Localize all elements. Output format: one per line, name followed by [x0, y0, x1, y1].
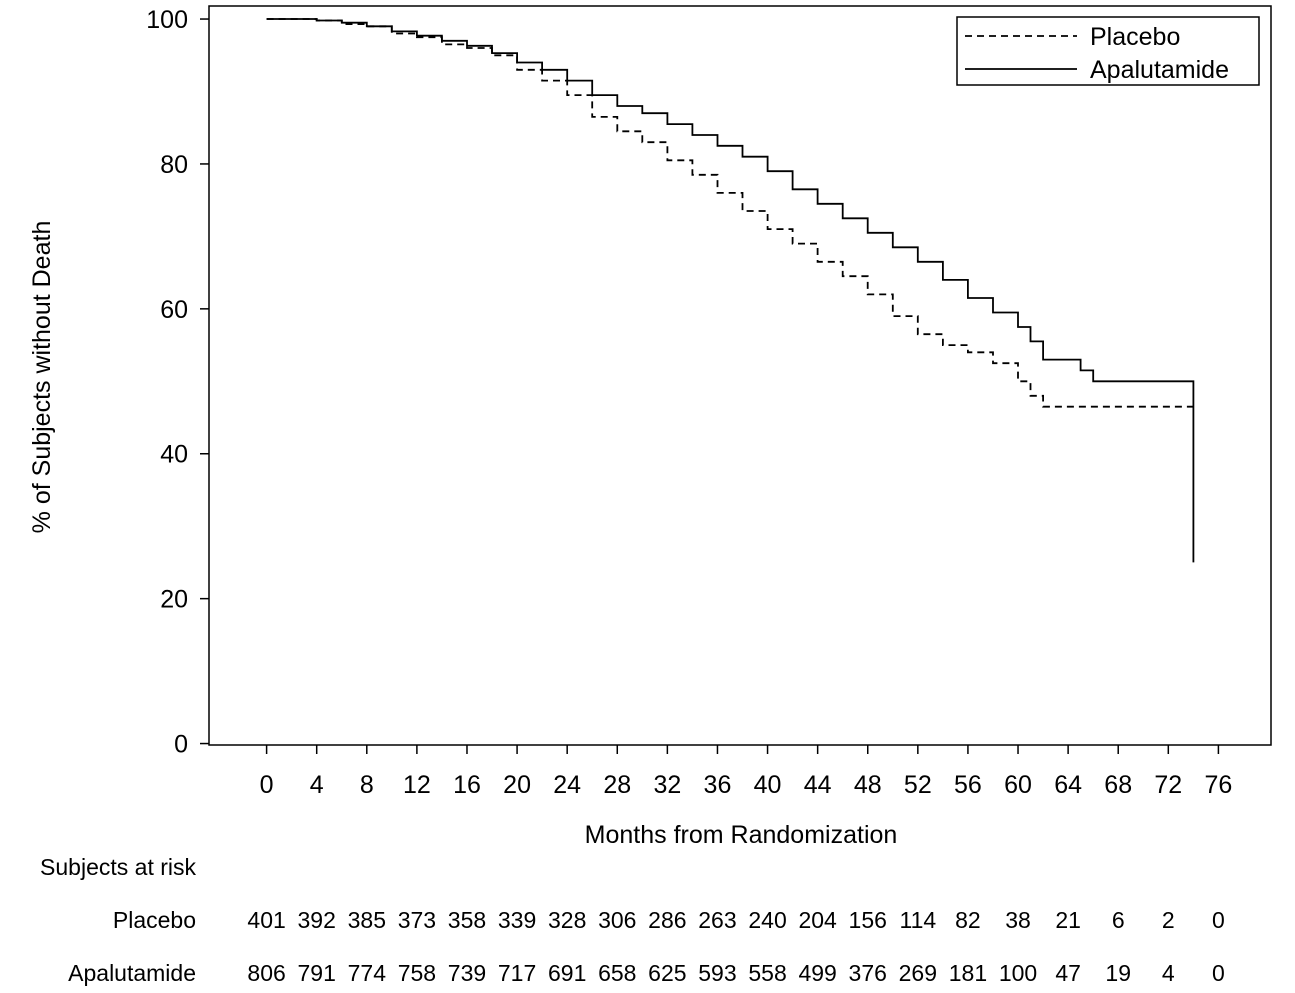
x-tick-label: 72 — [1154, 771, 1182, 799]
risk-count: 717 — [498, 960, 536, 986]
y-tick-label: 0 — [174, 731, 188, 759]
x-tick-label: 44 — [804, 771, 832, 799]
risk-count: 181 — [949, 960, 987, 986]
x-tick-label: 64 — [1054, 771, 1082, 799]
x-tick-label: 48 — [854, 771, 882, 799]
x-tick-label: 60 — [1004, 771, 1032, 799]
x-tick-label: 4 — [310, 771, 324, 799]
risk-table: Placebo 401 392 385 373 358 339 328 306 286 263 240… — [68, 907, 1225, 986]
risk-count: 156 — [849, 907, 887, 933]
risk-count: 739 — [448, 960, 486, 986]
x-tick-label: 8 — [360, 771, 374, 799]
survival-curves — [266, 18, 1195, 563]
risk-count: 38 — [1005, 907, 1031, 933]
x-tick-label: 40 — [754, 771, 782, 799]
risk-count: 806 — [247, 960, 285, 986]
risk-count: 328 — [548, 907, 586, 933]
x-tick-label: 28 — [603, 771, 631, 799]
y-tick-label: 100 — [146, 6, 188, 34]
y-tick-label: 20 — [160, 586, 188, 614]
x-tick-label: 0 — [260, 771, 274, 799]
risk-count: 0 — [1212, 907, 1225, 933]
x-axis-title: Months from Randomization — [585, 821, 898, 849]
x-tick-label: 76 — [1204, 771, 1232, 799]
risk-count: 240 — [748, 907, 786, 933]
risk-count: 339 — [498, 907, 536, 933]
risk-count: 286 — [648, 907, 686, 933]
x-tick-label: 16 — [453, 771, 481, 799]
plot-frame — [208, 5, 1272, 746]
risk-count: 100 — [999, 960, 1037, 986]
legend: Placebo Apalutamide — [956, 16, 1260, 86]
y-tick-label: 80 — [160, 151, 188, 179]
risk-count: 269 — [899, 960, 937, 986]
series-apalutamide-line — [266, 18, 1195, 563]
legend-label-apalutamide: Apalutamide — [1090, 56, 1229, 84]
x-tick-label: 52 — [904, 771, 932, 799]
risk-table-header: Subjects at risk — [40, 854, 196, 880]
x-tick-label: 68 — [1104, 771, 1132, 799]
risk-count: 791 — [298, 960, 336, 986]
x-tick-label: 20 — [503, 771, 531, 799]
risk-count: 306 — [598, 907, 636, 933]
risk-count: 392 — [298, 907, 336, 933]
legend-box — [956, 16, 1260, 86]
risk-count: 6 — [1112, 907, 1125, 933]
series-placebo-line — [266, 18, 1194, 408]
risk-count: 82 — [955, 907, 981, 933]
risk-count: 0 — [1212, 960, 1225, 986]
y-tick-label: 60 — [160, 296, 188, 324]
risk-count: 21 — [1055, 907, 1081, 933]
x-tick-label: 36 — [704, 771, 732, 799]
risk-count: 376 — [849, 960, 887, 986]
risk-count: 658 — [598, 960, 636, 986]
risk-count: 691 — [548, 960, 586, 986]
risk-row-label: Apalutamide — [68, 960, 196, 986]
risk-count: 558 — [748, 960, 786, 986]
risk-count: 373 — [398, 907, 436, 933]
risk-count: 625 — [648, 960, 686, 986]
risk-count: 204 — [798, 907, 837, 933]
risk-count: 774 — [348, 960, 387, 986]
risk-count: 47 — [1055, 960, 1081, 986]
risk-row-label: Placebo — [113, 907, 196, 933]
x-tick-label: 56 — [954, 771, 982, 799]
legend-label-placebo: Placebo — [1090, 23, 1180, 51]
risk-count: 593 — [698, 960, 736, 986]
x-tick-label: 12 — [403, 771, 431, 799]
risk-count: 385 — [348, 907, 386, 933]
risk-count: 401 — [247, 907, 285, 933]
risk-count: 114 — [899, 907, 936, 933]
axes: 0 4 8 12 16 20 24 28 32 36 40 44 48 52 56 60 64 68 72 76020… — [146, 5, 1272, 799]
risk-count: 358 — [448, 907, 486, 933]
axis-labels: Months from Randomization % of Subjects … — [28, 221, 897, 880]
y-axis-title: % of Subjects without Death — [28, 221, 56, 534]
risk-count: 2 — [1162, 907, 1175, 933]
risk-count: 263 — [698, 907, 736, 933]
y-tick-label: 40 — [160, 441, 188, 469]
risk-count: 758 — [398, 960, 436, 986]
risk-count: 19 — [1105, 960, 1131, 986]
risk-count: 499 — [798, 960, 836, 986]
x-tick-label: 24 — [553, 771, 581, 799]
risk-count: 4 — [1162, 960, 1175, 986]
x-tick-label: 32 — [653, 771, 681, 799]
